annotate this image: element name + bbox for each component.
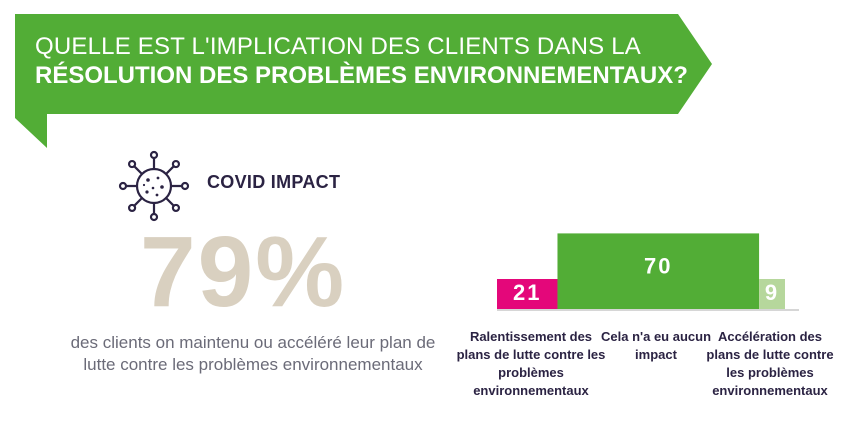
bar-value-label-3: 9 xyxy=(765,280,779,305)
page-title-line-2: RÉSOLUTION DES PROBLÈMES ENVIRONNEMENTAU… xyxy=(35,62,688,89)
title-banner xyxy=(15,14,712,148)
category-label-2: Cela n'a eu aucun impact xyxy=(601,329,712,362)
covid-impact-label: COVID IMPACT xyxy=(207,172,341,192)
category-label-1: Ralentissement des plans de lutte contre… xyxy=(456,329,606,398)
headline-description: des clients on maintenu ou accéléré leur… xyxy=(70,333,436,374)
bar-1 xyxy=(497,279,558,309)
bar-3 xyxy=(759,279,785,309)
bar-value-label-1: 21 xyxy=(513,280,541,305)
virus-icon xyxy=(118,150,190,222)
headline-percentage: 79% xyxy=(140,216,347,328)
bar-2 xyxy=(557,233,760,309)
category-label-3: Accélération des plans de lutte contre l… xyxy=(706,329,834,398)
bar-value-label-2: 70 xyxy=(644,253,672,278)
page-title-line-1: QUELLE EST L'IMPLICATION DES CLIENTS DAN… xyxy=(35,33,641,60)
